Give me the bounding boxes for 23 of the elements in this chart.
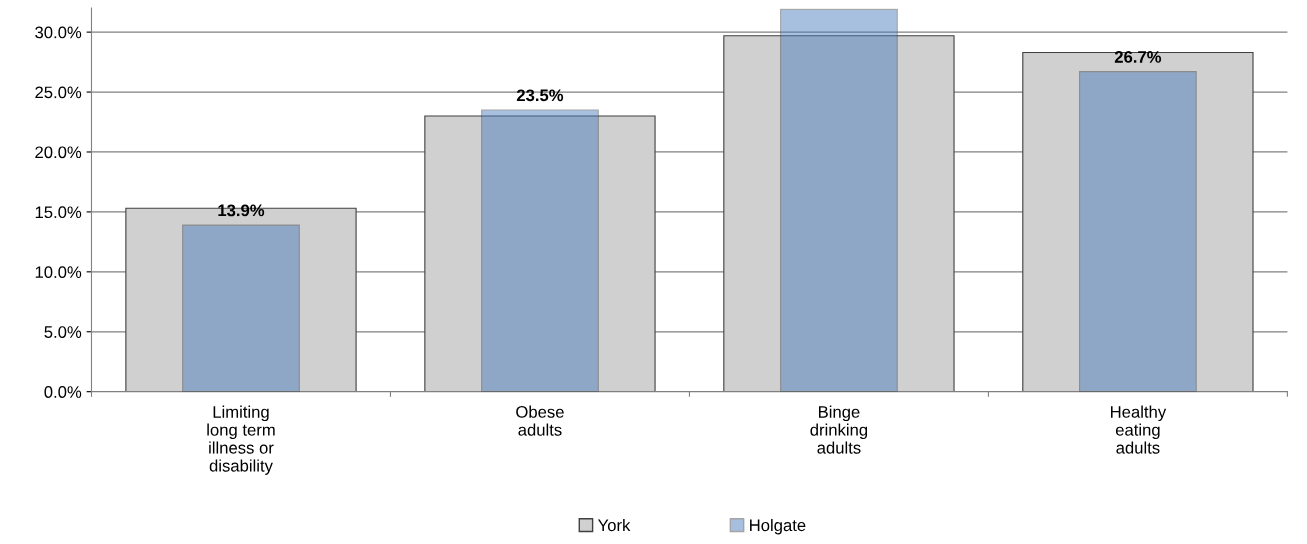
data-label: 26.7%	[1114, 51, 1162, 63]
y-tick-label: 20.0%	[35, 146, 82, 159]
bar	[780, 8, 898, 392]
legend-label: Holgate	[750, 518, 806, 535]
y-tick-label: 0.0%	[44, 386, 82, 398]
y-tick-label: 30.0%	[35, 26, 82, 39]
bar	[424, 115, 656, 392]
y-tick-label: 25.0%	[35, 86, 82, 99]
y-tick-label: 10.0%	[35, 266, 82, 279]
bar	[723, 35, 955, 392]
x-tick-label: Healthy eating adults	[1111, 405, 1167, 454]
x-tick-label: Obese adults	[516, 405, 564, 436]
data-label: 13.9%	[218, 204, 265, 217]
y-tick-label: 15.0%	[35, 206, 82, 219]
bar	[481, 109, 599, 392]
bar	[1022, 51, 1254, 392]
legend-label: York	[597, 518, 631, 532]
bar	[182, 224, 300, 392]
bar	[1079, 71, 1197, 392]
data-label: 23.5%	[516, 89, 564, 102]
x-tick-label: Limiting long term illness or disability	[207, 405, 275, 475]
y-tick-label: 5.0%	[44, 326, 82, 338]
x-tick-label: Binge drinking adults	[810, 405, 868, 454]
